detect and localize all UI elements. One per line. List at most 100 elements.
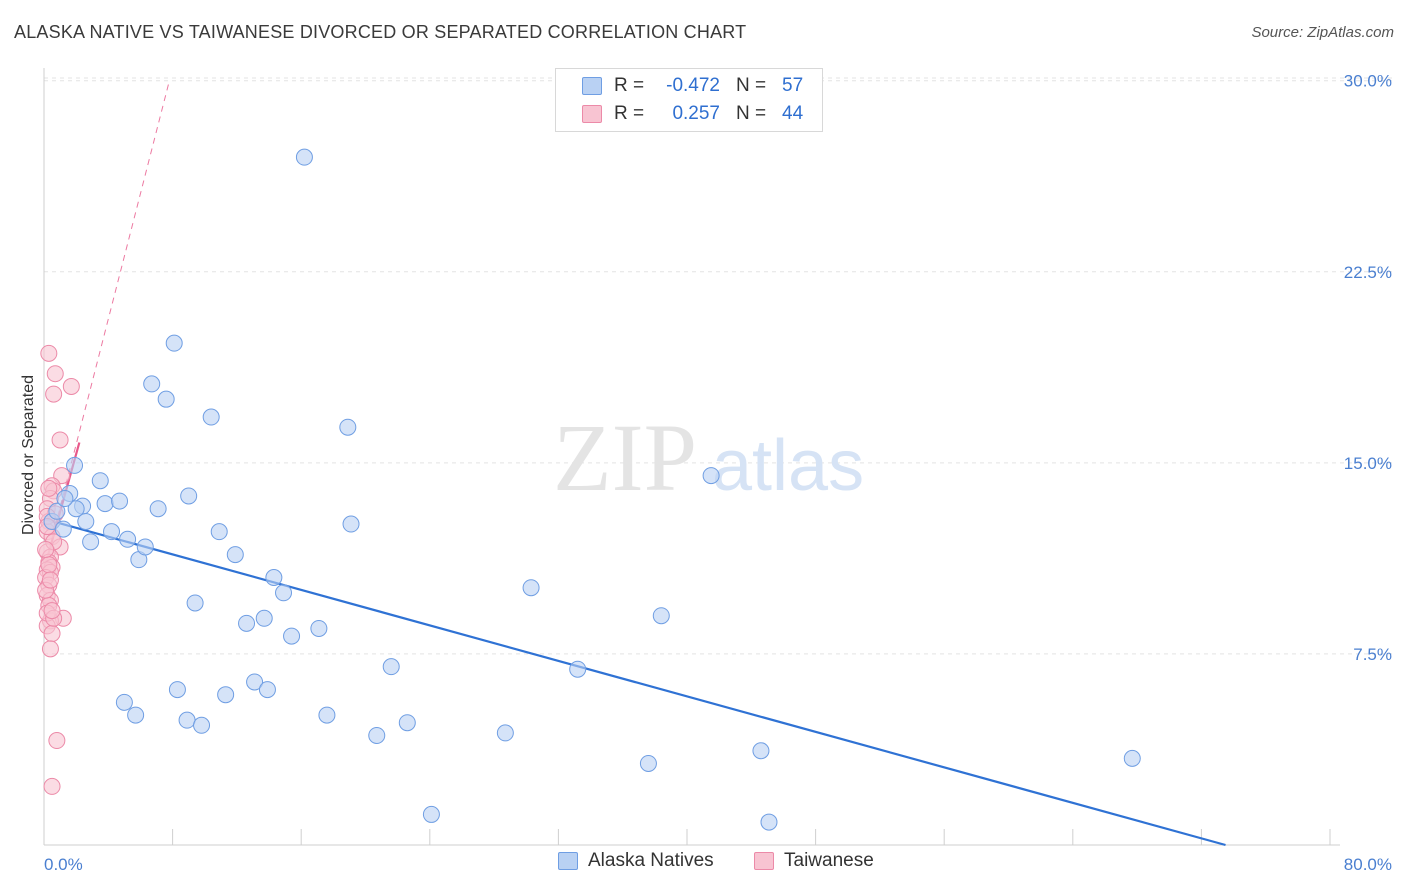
alaska-natives-point [368,726,386,744]
n-label: N = [736,75,767,96]
taiwanese-point [48,732,66,750]
watermark-zip: ZIP [553,404,697,511]
alaska-natives-point [82,533,100,551]
alaska-natives-point [255,609,273,627]
alaska-natives-point [246,673,264,691]
taiwanese-point [41,571,59,589]
alaska-natives-point [115,693,133,711]
alaska-natives-point [54,520,72,538]
alaska-natives-point [226,546,244,564]
taiwanese-point [43,602,61,620]
legend-row-taiwanese: R = 0.257 N = 44 [556,101,803,127]
alaska-natives-point [111,492,129,510]
alaska-natives-point [496,724,514,742]
taiwanese-point [40,556,58,574]
taiwanese-point [51,431,69,449]
alaska-natives-point [318,706,336,724]
alaska-natives-point [652,607,670,625]
alaska-natives-point [283,627,301,645]
legend-label: Taiwanese [784,850,874,871]
alaska-natives-point [66,456,84,474]
y-axis-label: Divorced or Separated [20,375,37,535]
alaska-natives-point [639,754,657,772]
alaska-natives-point [180,487,198,505]
alaska-natives-point [96,495,114,513]
alaska-natives-point [143,375,161,393]
taiwanese-trend-extension [43,80,170,570]
alaska-natives-point [127,706,145,724]
grid-lines [44,77,1392,655]
alaska-natives-point [258,681,276,699]
alaska-natives-point [569,660,587,678]
taiwanese-point [40,479,58,497]
legend-item-taiwanese[interactable]: Taiwanese [754,850,874,872]
alaska-natives-point [752,742,770,760]
alaska-natives-point [238,614,256,632]
alaska-natives-point [760,813,778,831]
y-tick-label: 22.5% [1344,263,1392,282]
r-label: R = [614,103,645,124]
stats-legend: R = -0.472 N = 57 R = 0.257 N = 44 [555,68,823,132]
r-value: 0.257 [672,103,720,124]
tick-labels: 7.5% 15.0% 22.5% 30.0% 0.0% 80.0% [44,72,1392,874]
alaska-natives-point [275,584,293,602]
alaska-natives-point [168,681,186,699]
alaska-natives-point [398,714,416,732]
alaska-natives-point [295,148,313,166]
taiwanese-point [40,344,58,362]
n-label: N = [736,103,767,124]
alaska-natives-point [91,472,109,490]
taiwanese-point [62,377,80,395]
axes [43,68,1340,846]
alaska-natives-point [67,500,85,518]
alaska-natives-point [210,523,228,541]
x-tick-label: 80.0% [1344,855,1392,874]
taiwanese-swatch [582,105,602,123]
y-tick-label: 30.0% [1344,72,1392,91]
source-label: Source: ZipAtlas.com [1251,24,1394,41]
alaska-natives-point [382,658,400,676]
taiwanese-points [37,344,80,795]
alaska-natives-point [522,579,540,597]
taiwanese-point [41,640,59,658]
alaska-natives-point [77,512,95,530]
alaska-natives-point [136,538,154,556]
x-tick-label: 0.0% [44,855,83,874]
alaska-natives-point [149,500,167,518]
legend-label: Alaska Natives [588,850,714,871]
alaska-natives-point [193,716,211,734]
alaska-natives-point [157,390,175,408]
chart-title: ALASKA NATIVE VS TAIWANESE DIVORCED OR S… [14,22,747,42]
alaska-natives-point [165,334,183,352]
r-label: R = [614,75,645,96]
alaska-trend-line [43,517,1226,847]
alaska-natives-point [310,619,328,637]
alaska-natives-point [119,530,137,548]
taiwanese-point [45,385,63,403]
alaska-natives-point [202,408,220,426]
alaska-natives-point [265,569,283,587]
alaska-natives-point [56,490,74,508]
watermark-atlas: atlas [712,426,864,506]
alaska-natives-point [178,711,196,729]
taiwanese-point [43,777,61,795]
alaska-natives-point [1123,749,1141,767]
taiwanese-point [37,540,55,558]
n-value: 44 [782,103,804,124]
legend-item-alaska-natives[interactable]: Alaska Natives [558,850,714,872]
alaska-swatch [582,77,602,95]
alaska-natives-point [422,805,440,823]
alaska-natives-point [48,502,66,520]
alaska-natives-point [702,467,720,485]
alaska-natives-point [339,418,357,436]
y-tick-label: 15.0% [1344,454,1392,473]
alaska-natives-point [186,594,204,612]
alaska-natives-point [217,686,235,704]
watermark: ZIP atlas [553,404,864,511]
series-legend: Alaska Natives Taiwanese [0,850,1406,878]
alaska-natives-points [43,148,1141,831]
legend-row-alaska: R = -0.472 N = 57 [556,73,803,99]
r-value: -0.472 [666,75,720,96]
alaska-swatch [558,852,578,870]
taiwanese-swatch [754,852,774,870]
